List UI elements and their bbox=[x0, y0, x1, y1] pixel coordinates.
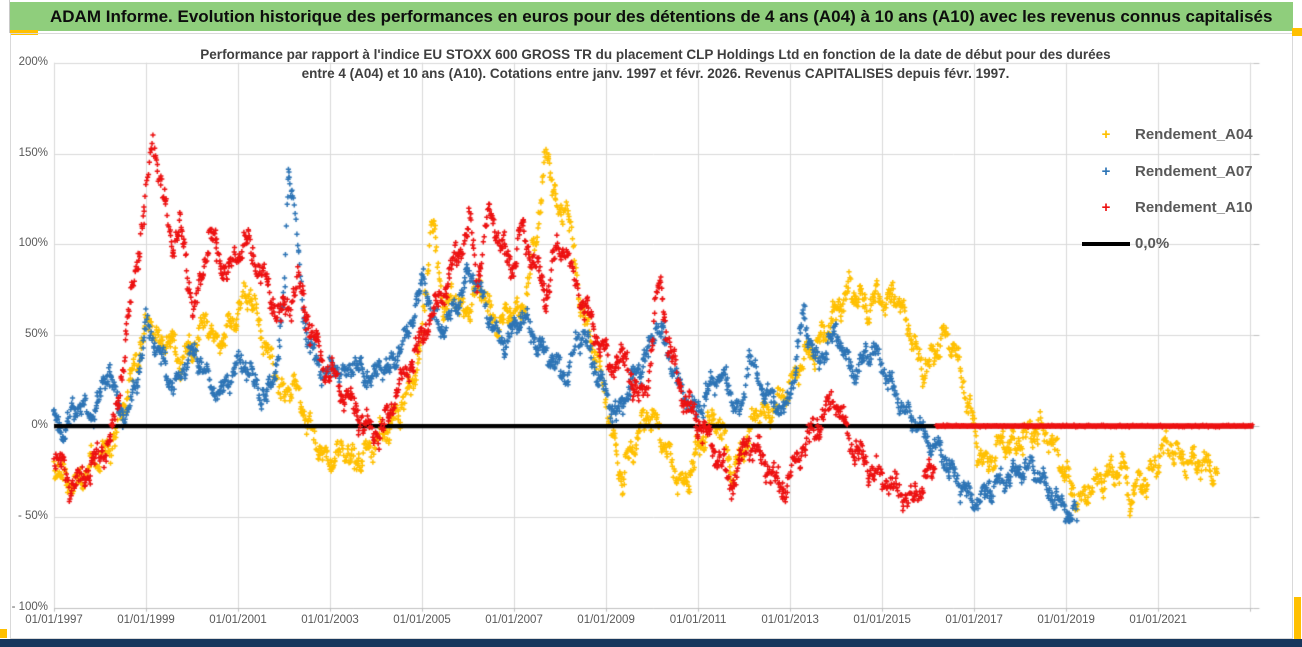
x-tick-label: 01/01/2001 bbox=[209, 614, 267, 626]
legend-plus-marker-icon: + bbox=[1101, 163, 1111, 180]
x-tick-label: 01/01/2015 bbox=[853, 614, 911, 626]
y-tick-label: - 100% bbox=[11, 600, 48, 613]
x-tick-label: 01/01/1999 bbox=[117, 614, 175, 626]
gold-cell-border-bottom-left bbox=[0, 629, 7, 638]
y-tick-label: - 50% bbox=[17, 509, 48, 522]
y-tick-label: 200% bbox=[18, 55, 48, 68]
x-tick-label: 01/01/2019 bbox=[1037, 614, 1095, 626]
x-tick-label: 01/01/1997 bbox=[25, 614, 83, 626]
x-tick-label: 01/01/2011 bbox=[669, 614, 727, 626]
chart-border bbox=[10, 33, 1293, 639]
chart-title-line2: entre 4 (A04) et 10 ans (A10). Cotations… bbox=[301, 66, 1010, 81]
x-tick-label: 01/01/2003 bbox=[301, 614, 359, 626]
gold-cell-border-top-right bbox=[1292, 28, 1302, 36]
x-tick-label: 01/01/2017 bbox=[945, 614, 1003, 626]
banner-title: ADAM Informe. Evolution historique des p… bbox=[10, 2, 1293, 31]
x-tick-label: 01/01/2009 bbox=[577, 614, 635, 626]
legend-item-label: 0,0% bbox=[1135, 235, 1170, 252]
legend-item-label: Rendement_A04 bbox=[1135, 126, 1253, 143]
gold-accent-bar bbox=[10, 30, 38, 35]
legend-plus-marker-icon: + bbox=[1101, 199, 1111, 216]
chart-title-line1: Performance par rapport à l'indice EU ST… bbox=[200, 47, 1111, 62]
bottom-navy-bar bbox=[0, 639, 1302, 647]
y-tick-label: 50% bbox=[24, 328, 48, 341]
x-tick-label: 01/01/2007 bbox=[485, 614, 543, 626]
x-tick-label: 01/01/2013 bbox=[761, 614, 819, 626]
chart-legend[interactable]: + Rendement_A04 + Rendement_A07 + Rendement_A… bbox=[1080, 112, 1280, 260]
y-tick-label: 150% bbox=[18, 146, 48, 159]
chart-title: Performance par rapport à l'indice EU ST… bbox=[54, 45, 1257, 83]
legend-plus-marker-icon: + bbox=[1101, 126, 1111, 143]
legend-item-label: Rendement_A10 bbox=[1135, 199, 1253, 216]
x-tick-label: 01/01/2021 bbox=[1129, 614, 1187, 626]
legend-zero-line-sample bbox=[1082, 242, 1130, 246]
x-tick-label: 01/01/2005 bbox=[393, 614, 451, 626]
y-tick-label: 100% bbox=[18, 237, 48, 250]
column-border bbox=[9, 0, 10, 33]
gold-cell-border-right bbox=[1294, 597, 1301, 639]
y-tick-label: 0% bbox=[31, 419, 48, 432]
legend-item-label: Rendement_A07 bbox=[1135, 163, 1253, 180]
